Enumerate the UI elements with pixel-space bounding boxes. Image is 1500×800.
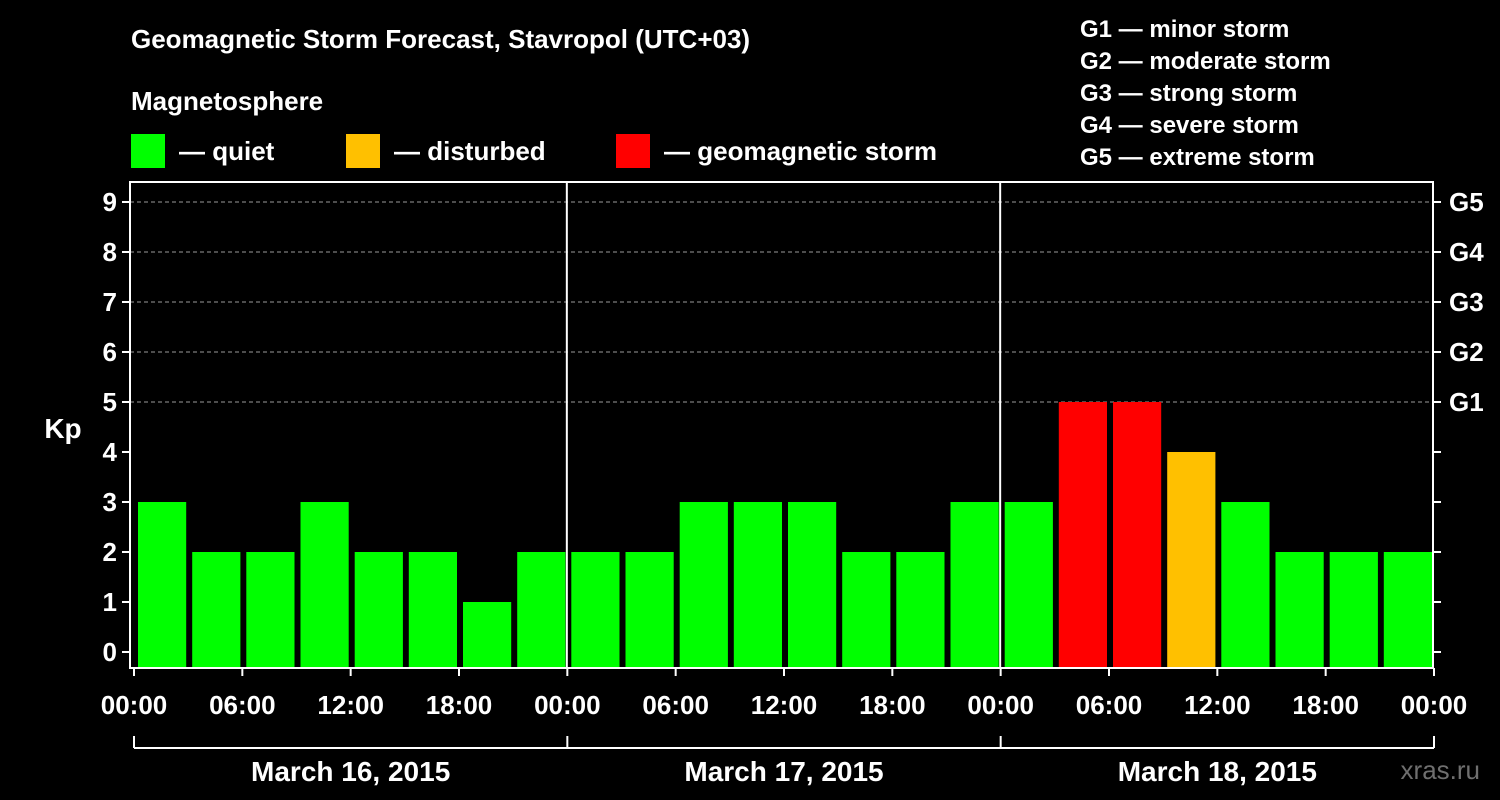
kp-bar [246, 552, 295, 668]
storm-level-label: G5 [1449, 187, 1484, 217]
kp-bar [192, 552, 241, 668]
kp-bar [408, 552, 457, 668]
y-tick-label: 4 [103, 437, 118, 467]
storm-scale-g4: G4 — severe storm [1080, 112, 1299, 139]
x-tick-label: 00:00 [1401, 690, 1468, 720]
storm-level-label: G3 [1449, 287, 1484, 317]
x-tick-label: 12:00 [317, 690, 384, 720]
y-tick-label: 1 [103, 587, 117, 617]
kp-bar [1383, 552, 1432, 668]
kp-bar [950, 502, 999, 668]
kp-bar [842, 552, 891, 668]
kp-bar [517, 552, 566, 668]
x-tick-label: 00:00 [534, 690, 601, 720]
y-tick-label: 8 [103, 237, 117, 267]
kp-bar [1275, 552, 1324, 668]
legend-label-disturbed: — disturbed [394, 135, 546, 166]
x-tick-label: 06:00 [1076, 690, 1143, 720]
kp-bar [788, 502, 837, 668]
legend-label-storm: — geomagnetic storm [664, 135, 938, 166]
kp-bar [1167, 452, 1216, 668]
x-tick-label: 06:00 [642, 690, 709, 720]
storm-scale-legend: G1 — minor storm G2 — moderate storm G3 … [1080, 14, 1331, 174]
storm-level-label: G2 [1449, 337, 1484, 367]
x-tick-label: 12:00 [751, 690, 818, 720]
disturbed-swatch [346, 134, 380, 168]
watermark: xras.ru [1400, 755, 1480, 785]
kp-bar [1058, 402, 1107, 668]
day-label: March 17, 2015 [684, 756, 883, 787]
plot-frame [129, 181, 1434, 669]
x-tick-label: 18:00 [426, 690, 493, 720]
y-tick-label: 2 [103, 537, 117, 567]
day-label: March 18, 2015 [1118, 756, 1317, 787]
day-label: March 16, 2015 [251, 756, 450, 787]
kp-bar [138, 502, 187, 668]
legend-item-quiet: — quiet [131, 134, 274, 168]
y-axis-label: Kp [44, 413, 81, 444]
y-tick-label: 9 [103, 187, 117, 217]
kp-bar [679, 502, 728, 668]
storm-scale-g1: G1 — minor storm [1080, 16, 1290, 43]
x-tick-label: 00:00 [967, 690, 1034, 720]
y-tick-label: 6 [103, 337, 117, 367]
x-tick-label: 18:00 [859, 690, 926, 720]
storm-level-label: G1 [1449, 387, 1484, 417]
y-tick-label: 7 [103, 287, 117, 317]
y-tick-label: 5 [103, 387, 117, 417]
quiet-swatch [131, 134, 165, 168]
legend-heading: Magnetosphere [131, 86, 324, 116]
kp-bar [1004, 502, 1053, 668]
x-tick-label: 18:00 [1292, 690, 1359, 720]
kp-bar [896, 552, 945, 668]
kp-bar [571, 552, 620, 668]
kp-bar [625, 552, 674, 668]
kp-bar [354, 552, 403, 668]
y-tick-label: 0 [103, 637, 117, 667]
legend-item-disturbed: — disturbed [346, 134, 546, 168]
kp-bar [1221, 502, 1270, 668]
x-tick-label: 00:00 [101, 690, 168, 720]
storm-scale-g3: G3 — strong storm [1080, 80, 1298, 107]
page-title: Geomagnetic Storm Forecast, Stavropol (U… [131, 24, 751, 54]
x-tick-label: 12:00 [1184, 690, 1251, 720]
storm-scale-g2: G2 — moderate storm [1080, 48, 1331, 75]
y-tick-label: 3 [103, 487, 117, 517]
storm-swatch [616, 134, 650, 168]
storm-level-label: G4 [1449, 237, 1484, 267]
legend-label-quiet: — quiet [179, 135, 275, 166]
x-tick-label: 06:00 [209, 690, 276, 720]
legend-item-storm: — geomagnetic storm [616, 134, 937, 168]
kp-bar [463, 602, 512, 668]
kp-bar [300, 502, 349, 668]
kp-bar [733, 502, 782, 668]
kp-bar [1113, 402, 1162, 668]
kp-bar [1329, 552, 1378, 668]
storm-scale-g5: G5 — extreme storm [1080, 144, 1315, 171]
